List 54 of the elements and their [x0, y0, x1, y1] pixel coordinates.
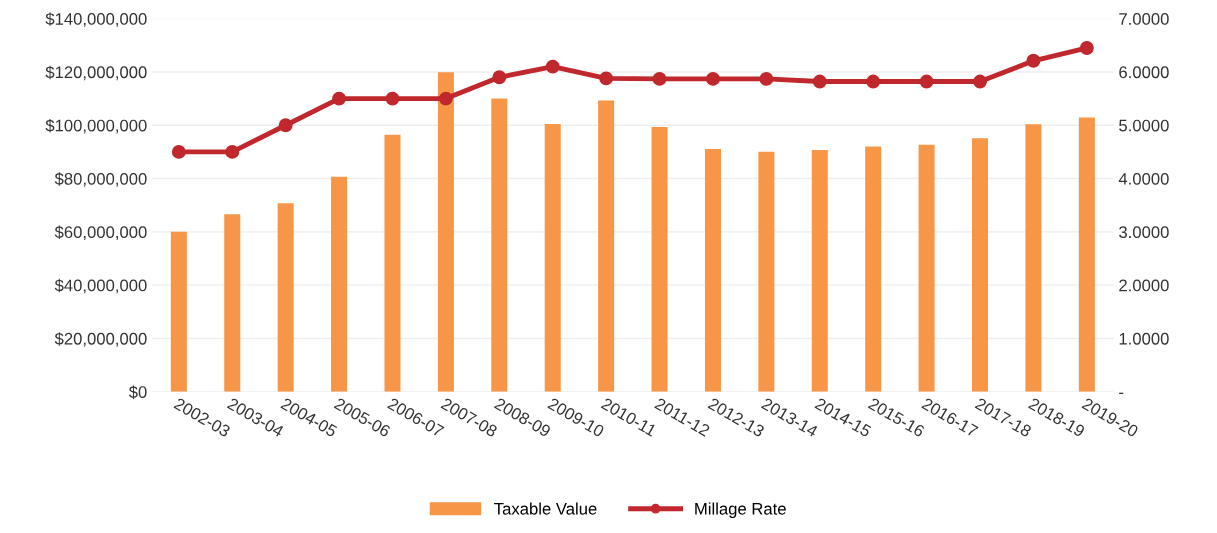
point	[492, 70, 507, 85]
y-tick-label: $120,000,000	[45, 65, 147, 81]
point	[225, 144, 240, 159]
y-tick-label: $0	[128, 385, 147, 399]
y-tick-label: $80,000,000	[54, 172, 147, 187]
point	[385, 91, 400, 106]
y-tick-label: $140,000,000	[45, 12, 147, 27]
point	[866, 74, 881, 89]
point	[759, 71, 774, 86]
bar	[170, 231, 187, 392]
point	[438, 91, 453, 106]
legend-label: Taxable Value	[494, 502, 597, 515]
y-tick-label: $40,000,000	[54, 278, 147, 294]
bar	[277, 203, 294, 392]
bar	[972, 138, 989, 392]
point	[812, 74, 827, 89]
y2-tick-label: -	[1119, 392, 1124, 395]
point	[652, 71, 667, 86]
bar	[865, 146, 882, 392]
bar	[651, 127, 668, 392]
bar	[598, 100, 615, 392]
y-tick-label: $60,000,000	[54, 225, 147, 241]
y2-tick-label: 2.0000	[1119, 279, 1169, 292]
bar	[224, 214, 241, 392]
bar	[1078, 117, 1095, 392]
legend-label: Millage Rate	[695, 502, 786, 518]
y2-tick-label: 3.0000	[1119, 226, 1169, 239]
bar	[437, 72, 454, 392]
point	[171, 144, 186, 159]
point	[1079, 41, 1094, 55]
y2-tick-label: 5.0000	[1119, 119, 1169, 132]
point	[278, 118, 293, 133]
y2-tick-label: 4.0000	[1118, 172, 1169, 185]
y2-tick-label: 1.0000	[1119, 332, 1169, 345]
bar	[1025, 124, 1042, 392]
y-tick-label: $20,000,000	[54, 332, 147, 347]
point	[599, 71, 614, 86]
point	[1026, 53, 1041, 68]
point	[973, 74, 987, 89]
point	[706, 71, 720, 86]
bar	[384, 134, 401, 392]
bar	[491, 98, 508, 392]
bar	[704, 148, 721, 392]
point	[332, 91, 347, 106]
point	[919, 74, 934, 89]
y2-tick-label: 6.0000	[1119, 66, 1169, 79]
bar	[811, 150, 828, 392]
point	[545, 59, 560, 74]
y-tick-label: $100,000,000	[45, 118, 147, 134]
bar	[918, 144, 935, 392]
bar	[331, 176, 348, 392]
bar	[758, 151, 775, 392]
bar	[544, 123, 561, 392]
y2-tick-label: 7.0000	[1119, 13, 1169, 25]
